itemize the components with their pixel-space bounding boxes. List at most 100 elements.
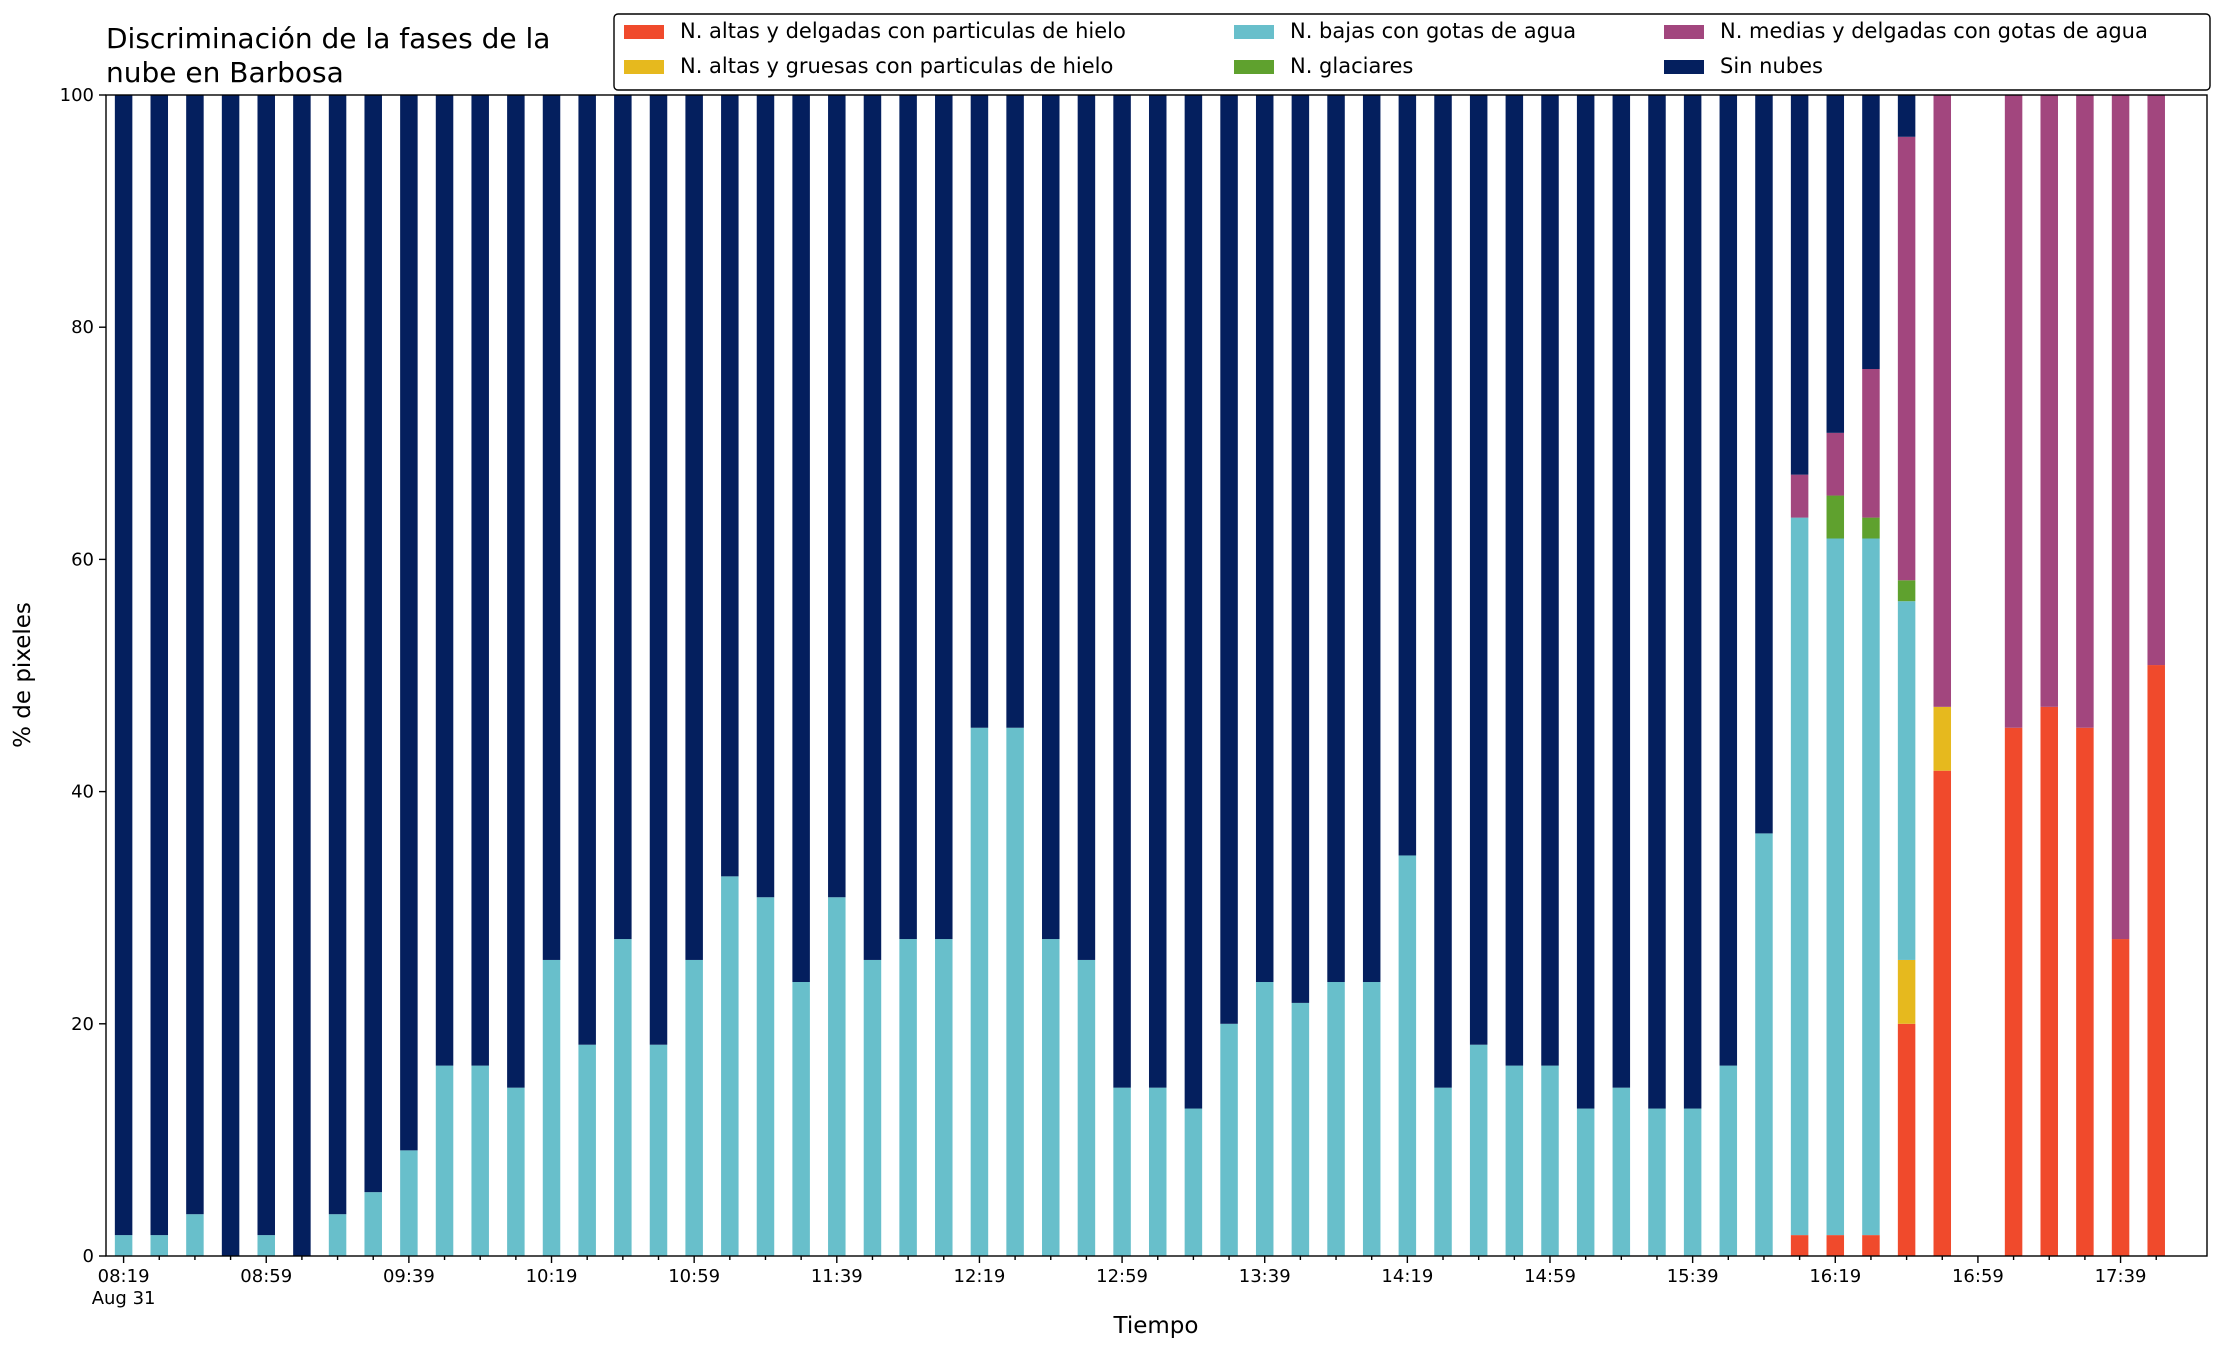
- bar-segment: [721, 95, 739, 877]
- bar-segment: [1576, 95, 1595, 1109]
- bar-segment: [1933, 95, 1952, 707]
- x-tick-label: 08:19: [98, 1266, 150, 1287]
- y-tick-label: 0: [83, 1246, 94, 1267]
- bar-segment: [2076, 95, 2094, 728]
- x-tick-label: 17:39: [2095, 1266, 2147, 1287]
- bar-segment: [257, 1235, 275, 1256]
- bar-segment: [1469, 95, 1488, 1045]
- bar-segment: [1291, 95, 1310, 1003]
- bar-segment: [400, 95, 418, 1151]
- x-tick-label: 10:19: [526, 1266, 578, 1287]
- bar-segment: [1113, 95, 1131, 1088]
- bar-segment: [221, 95, 240, 1256]
- bar-segment: [507, 1087, 525, 1256]
- bar-segment: [1576, 1108, 1595, 1256]
- bar-segment: [1006, 727, 1024, 1256]
- bar-segment: [1505, 1065, 1524, 1256]
- bar-segment: [1826, 495, 1845, 539]
- bar-segment: [1220, 95, 1238, 1024]
- bar-segment: [828, 897, 846, 1256]
- bar-segment: [2111, 939, 2130, 1256]
- bar-segment: [1398, 95, 1417, 856]
- bar-segment: [1862, 517, 1880, 539]
- bar-segment: [863, 95, 882, 960]
- x-tick-label: 13:39: [1239, 1266, 1291, 1287]
- bar-segment: [1077, 959, 1096, 1256]
- bar-segment: [186, 1214, 204, 1256]
- y-tick-label: 60: [71, 549, 94, 570]
- bar-segment: [1113, 1087, 1131, 1256]
- bar-segment: [828, 95, 846, 898]
- bar-segment: [1897, 601, 1916, 960]
- bar-segment: [578, 1044, 596, 1256]
- bar-segment: [899, 939, 917, 1256]
- bar-segment: [1862, 1235, 1880, 1256]
- bar-segment: [1897, 959, 1916, 1024]
- bar-segment: [614, 95, 632, 940]
- y-axis-label: % de pixeles: [10, 602, 36, 748]
- bar-segment: [1933, 706, 1952, 771]
- bar-segment: [186, 95, 204, 1215]
- legend-label: N. glaciares: [1290, 54, 1413, 78]
- x-tick-label: 15:39: [1667, 1266, 1719, 1287]
- legend-label: N. altas y gruesas con particulas de hie…: [680, 54, 1113, 78]
- bar-segment: [685, 959, 703, 1256]
- bar-segment: [1897, 580, 1916, 602]
- bar-segment: [1220, 1023, 1238, 1256]
- bar-segment: [863, 959, 882, 1256]
- bar-segment: [1184, 1108, 1203, 1256]
- bar-segment: [970, 727, 989, 1256]
- bar-segment: [1327, 982, 1345, 1256]
- bar-segment: [1755, 95, 1773, 834]
- legend-swatch: [1664, 60, 1704, 74]
- bar-segment: [899, 95, 917, 940]
- x-tick-label: 08:59: [240, 1266, 292, 1287]
- bar-segment: [1362, 95, 1381, 983]
- bar-segment: [756, 95, 775, 898]
- bar-segment: [1897, 136, 1916, 581]
- bar-segment: [114, 95, 133, 1236]
- bar-segment: [649, 95, 668, 1045]
- legend-label: N. medias y delgadas con gotas de agua: [1720, 19, 2148, 43]
- y-tick-label: 100: [60, 85, 94, 106]
- bar-segment: [1648, 95, 1666, 1109]
- bar-segment: [1648, 1108, 1666, 1256]
- legend-swatch: [1664, 25, 1704, 39]
- legend-box: [613, 13, 2211, 91]
- bar-segment: [2111, 95, 2130, 940]
- bar-segment: [328, 95, 347, 1215]
- bar-segment: [1042, 95, 1060, 940]
- bar-segment: [150, 95, 169, 1236]
- legend-swatch: [1234, 60, 1274, 74]
- bar-segment: [1897, 1023, 1916, 1256]
- x-axis-label: Tiempo: [1113, 1313, 1199, 1339]
- bar-segment: [1790, 95, 1809, 475]
- bar-segment: [2147, 665, 2165, 1256]
- bar-segment: [1541, 1065, 1559, 1256]
- x-tick-label: 12:59: [1096, 1266, 1148, 1287]
- bar-segment: [1790, 474, 1809, 518]
- bar-segment: [792, 95, 810, 983]
- bar-segment: [1434, 95, 1452, 1088]
- bar-segment: [1469, 1044, 1488, 1256]
- bar-segment: [1826, 432, 1845, 496]
- bar-segment: [685, 95, 703, 960]
- bar-segment: [364, 95, 382, 1193]
- bar-segment: [1327, 95, 1345, 983]
- bar-segment: [1790, 1235, 1809, 1256]
- bar-segment: [2147, 95, 2165, 666]
- bar-segment: [935, 939, 953, 1256]
- bar-segment: [328, 1214, 347, 1256]
- bar-segment: [2004, 95, 2023, 728]
- bar-segment: [293, 95, 311, 1256]
- bar-segment: [1148, 95, 1167, 1088]
- x-tick-label: 16:59: [1952, 1266, 2004, 1287]
- bar-segment: [1862, 538, 1880, 1236]
- bar-segment: [1505, 95, 1524, 1066]
- bar-segment: [756, 897, 775, 1256]
- bar-segment: [578, 95, 596, 1045]
- y-tick-label: 80: [71, 317, 94, 338]
- bar-segment: [114, 1235, 133, 1256]
- bar-segment: [1897, 95, 1916, 137]
- bar-segment: [1719, 1065, 1738, 1256]
